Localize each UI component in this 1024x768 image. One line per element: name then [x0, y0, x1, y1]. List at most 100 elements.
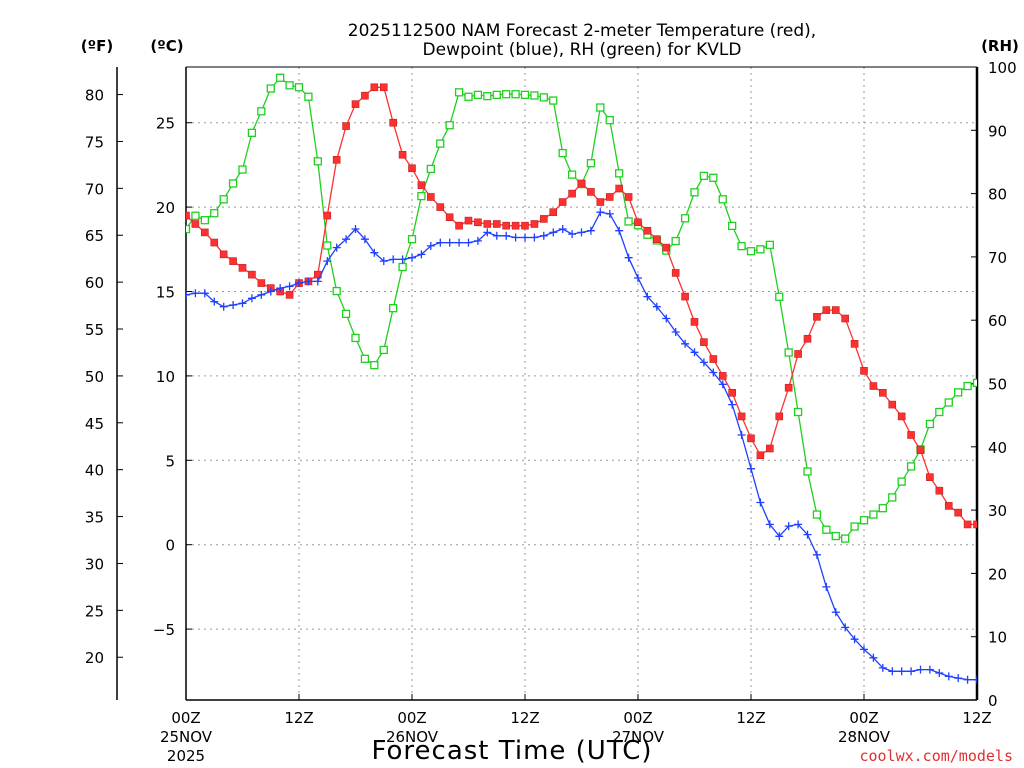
rh-point	[850, 522, 859, 531]
rh-tick-label: 60	[988, 312, 1007, 330]
temperature-point	[756, 451, 765, 460]
rh-point	[671, 236, 680, 246]
dewpoint-point	[728, 400, 737, 409]
rh-point	[511, 90, 520, 99]
rh-tick-label: 20	[988, 565, 1007, 583]
fahrenheit-tick-label: 65	[85, 227, 104, 245]
fahrenheit-tick-label: 70	[85, 180, 104, 198]
temperature-point	[831, 306, 840, 314]
temperature-point	[427, 193, 435, 201]
rh-point	[304, 92, 313, 101]
rh-point	[228, 179, 238, 188]
rh-point	[539, 93, 548, 102]
dewpoint-point	[841, 623, 850, 632]
dewpoint-point	[445, 238, 454, 247]
temperature-point	[186, 211, 190, 220]
celsius-tick-label: 20	[156, 199, 175, 217]
rh-point	[737, 241, 746, 251]
dewpoint-point	[342, 235, 351, 244]
dewpoint-point	[775, 532, 784, 541]
dewpoint-point	[483, 228, 492, 237]
dewpoint-point	[266, 287, 275, 296]
dewpoint-point	[389, 255, 398, 264]
rh-point	[426, 164, 435, 174]
temperature-point	[379, 83, 388, 92]
dewpoint-point	[473, 236, 482, 245]
dewpoint-point	[765, 520, 774, 529]
rh-point	[370, 360, 379, 370]
fahrenheit-tick-label: 25	[85, 602, 104, 620]
temperature-point	[605, 193, 614, 201]
temperature-point	[511, 221, 520, 230]
celsius-tick-label: 25	[156, 115, 175, 133]
rh-tick-label: 100	[988, 59, 1017, 77]
temperature-point	[615, 184, 623, 193]
dewpoint-point	[596, 208, 605, 217]
dewpoint-point	[191, 289, 200, 298]
dewpoint-point	[295, 279, 303, 288]
temperature-point	[492, 220, 501, 228]
rh-point	[596, 103, 605, 112]
rh-tick-label: 50	[988, 376, 1007, 394]
rh-point	[210, 209, 219, 218]
dewpoint-point	[511, 233, 520, 242]
temperature-point	[285, 291, 294, 299]
x-tick-year-label: 2025	[167, 747, 205, 765]
rh-point	[238, 165, 247, 174]
dewpoint-point	[803, 530, 812, 539]
rh-point	[680, 214, 690, 223]
temperature-point	[662, 243, 671, 252]
temperature-point	[869, 382, 878, 390]
dewpoint-point	[643, 292, 652, 301]
rh-point	[935, 407, 944, 417]
dewpoint-point	[417, 250, 426, 259]
chart-title-line1: 2025112500 NAM Forecast 2-meter Temperat…	[348, 21, 816, 41]
rh-point	[963, 381, 972, 391]
rh-point	[605, 116, 614, 125]
rh-point	[257, 107, 266, 116]
temperature-point	[483, 220, 492, 228]
fahrenheit-unit-label: (ºF)	[81, 37, 113, 55]
dewpoint-point	[756, 498, 765, 507]
rh-point	[954, 388, 963, 397]
temperature-point	[201, 228, 209, 237]
dewpoint-point	[812, 550, 821, 559]
rh-point	[454, 88, 464, 97]
x-tick-date-label: 28NOV	[838, 728, 891, 746]
rh-point	[784, 348, 793, 357]
grid-layer	[186, 67, 977, 700]
temperature-point	[521, 221, 529, 230]
dewpoint-point	[549, 228, 558, 237]
temperature-point	[803, 334, 812, 343]
temperature-point	[248, 270, 256, 279]
dewpoint-point	[737, 431, 746, 439]
dewpoint-point	[379, 257, 388, 266]
temperature-point	[370, 83, 379, 92]
x-axis-title: Forecast Time (UTC)	[371, 736, 652, 766]
dewpoint-point	[530, 233, 539, 242]
rh-point	[765, 240, 774, 250]
temperature-point	[737, 412, 746, 421]
temperature-point	[681, 292, 689, 301]
temperature-point	[690, 318, 699, 326]
dewpoint-point	[624, 253, 633, 262]
rh-point	[294, 83, 304, 92]
temperature-point	[916, 446, 925, 454]
rh-unit-label: (RH)	[981, 37, 1019, 55]
fahrenheit-tick-label: 20	[85, 649, 104, 667]
temperature-point	[332, 156, 341, 164]
temperature-point	[963, 520, 972, 529]
dewpoint-point	[351, 225, 360, 233]
dewpoint-point	[935, 669, 944, 677]
rh-point	[558, 148, 567, 158]
dewpoint-point	[276, 284, 285, 293]
dewpoint-point	[313, 277, 322, 286]
rh-point	[803, 467, 812, 476]
temperature-point	[238, 264, 247, 272]
temperature-point	[718, 372, 727, 380]
rh-point	[379, 345, 388, 355]
fahrenheit-tick-label: 40	[85, 462, 104, 480]
rh-tick-label: 90	[988, 122, 1007, 140]
dewpoint-point	[577, 228, 586, 237]
x-tick-date-label: 25NOV	[160, 728, 213, 746]
